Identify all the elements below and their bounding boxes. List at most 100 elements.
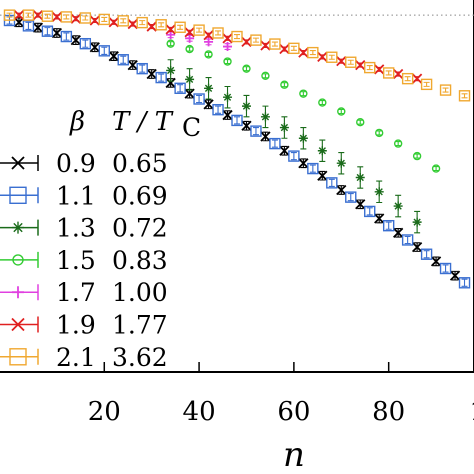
legend-beta-value: 0.9	[56, 149, 96, 178]
point-b11	[401, 234, 414, 246]
point-b13	[204, 83, 214, 93]
point-b21	[98, 13, 110, 26]
point-b11	[212, 104, 224, 116]
legend-header-t-over-tc: T / T	[112, 107, 174, 137]
point-b19	[374, 64, 385, 75]
point-b11	[41, 25, 54, 37]
legend-beta-value: 2.1	[56, 343, 96, 372]
legend-t-over-tc-value: 0.72	[112, 214, 168, 243]
point-b15	[166, 39, 175, 48]
legend-t-over-tc-value: 0.83	[112, 246, 168, 275]
plot-frame	[0, 0, 474, 373]
point-b21	[193, 24, 205, 36]
point-b21	[458, 90, 471, 102]
errorbar-b11	[461, 278, 468, 287]
errorbar-b11	[347, 193, 354, 202]
point-b09	[108, 51, 119, 62]
errorbar-b21	[309, 50, 316, 56]
errorbar-b21	[6, 12, 13, 18]
x-tick-label: 20	[88, 397, 121, 427]
point-b13	[298, 133, 308, 143]
point-b15	[280, 80, 289, 89]
errorbar-b15	[186, 46, 193, 52]
errorbar-b15	[167, 41, 174, 47]
point-b15	[261, 71, 270, 81]
legend-t-over-tc-value: 1.00	[112, 278, 168, 307]
point-b15	[431, 164, 441, 173]
errorbar-b21	[271, 41, 278, 47]
errorbar-b15	[414, 153, 421, 159]
point-b21	[212, 27, 224, 39]
point-b09	[260, 131, 271, 142]
point-b21	[117, 15, 129, 27]
point-b13	[412, 217, 422, 227]
errorbar-b21	[404, 76, 411, 82]
point-b19	[336, 56, 347, 67]
point-b13	[279, 123, 289, 133]
point-b11	[193, 93, 205, 105]
point-b09	[355, 199, 366, 210]
point-b15	[223, 57, 232, 66]
point-b09	[165, 77, 176, 89]
errorbar-b11	[328, 178, 335, 187]
point-b19	[279, 43, 290, 55]
point-b11	[382, 219, 395, 232]
legend-entry: 0.9 0.65	[0, 149, 168, 178]
legend-line	[0, 348, 39, 365]
series-b17	[166, 30, 233, 52]
point-b11	[98, 45, 110, 57]
errorbar-b11	[158, 73, 165, 82]
point-b21	[439, 84, 452, 96]
errorbar-b11	[196, 94, 203, 104]
errorbar-b11	[44, 27, 51, 36]
legend-header-subscript: C	[182, 113, 201, 142]
errorbar-b11	[423, 250, 430, 259]
errorbar-b21	[196, 27, 203, 33]
legend-t-over-tc-value: 0.65	[112, 149, 168, 178]
x-tick-label: 80	[372, 397, 405, 427]
point-b15	[318, 98, 327, 107]
point-b09	[70, 34, 81, 46]
point-b09	[146, 68, 157, 80]
errorbar-b11	[234, 116, 240, 125]
point-b11	[458, 277, 471, 289]
point-b13	[317, 146, 327, 156]
point-b11	[345, 191, 357, 203]
point-b21	[420, 78, 433, 91]
point-b21	[364, 61, 376, 74]
legend-entry: 1.7 1.00	[0, 278, 168, 307]
x-tick-label: 60	[277, 397, 310, 427]
legend-header-beta: β	[69, 107, 85, 137]
point-b19	[298, 47, 309, 58]
point-b13	[166, 65, 176, 75]
errorbar-b21	[442, 87, 449, 93]
point-b09	[430, 256, 442, 267]
errorbar-b15	[224, 58, 231, 65]
point-b15	[242, 64, 251, 73]
errorbar-b11	[215, 105, 222, 114]
point-b17	[223, 42, 233, 52]
legend-beta-value: 1.3	[56, 214, 96, 243]
errorbar-b21	[290, 45, 297, 51]
point-b11	[250, 125, 262, 137]
point-b09	[241, 120, 252, 131]
point-b13	[185, 74, 195, 84]
point-b11	[307, 162, 319, 175]
point-b11	[174, 82, 186, 94]
point-b09	[89, 42, 100, 53]
point-b19	[222, 33, 233, 44]
legend-entry: 1.9 1.77	[0, 311, 168, 340]
point-b11	[420, 248, 433, 260]
point-b09	[51, 27, 63, 39]
series-layer	[3, 9, 471, 289]
errorbar-b15	[433, 166, 440, 172]
x-axis-label: n	[283, 435, 305, 474]
point-b19	[184, 27, 195, 38]
errorbar-b11	[366, 207, 373, 216]
errorbar-b21	[328, 54, 335, 60]
series-b15	[166, 39, 441, 173]
point-b21	[3, 9, 16, 21]
point-b17	[185, 33, 195, 43]
point-b11	[231, 114, 243, 127]
